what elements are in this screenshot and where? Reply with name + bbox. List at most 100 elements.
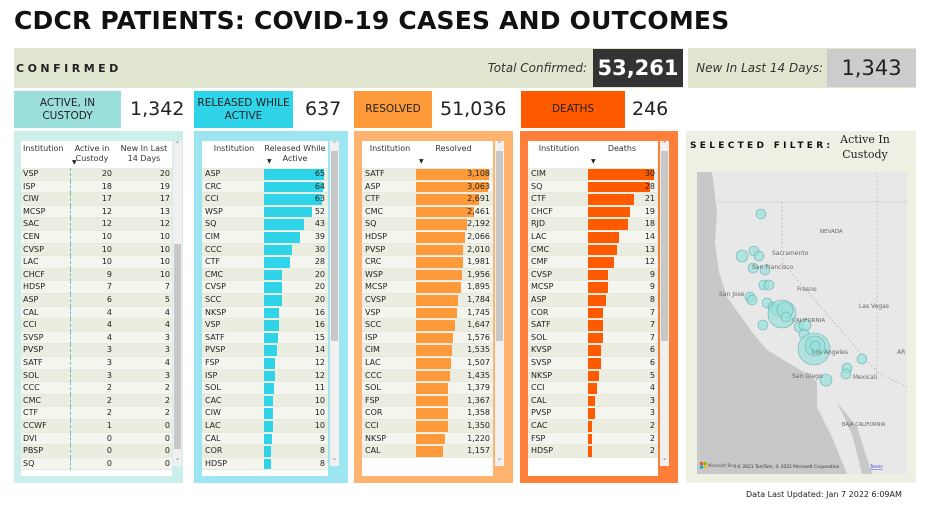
table-row[interactable]: ASP 3,063 (362, 180, 493, 194)
table-row[interactable]: WSP 52 (202, 205, 328, 219)
table-row[interactable]: CEN 10 10 (21, 231, 172, 244)
sort-desc-icon[interactable]: ▼ (72, 159, 77, 166)
table-row[interactable]: CIW 17 17 (21, 193, 172, 206)
table-row[interactable]: MCSP 12 13 (21, 205, 172, 219)
scroll-down-icon[interactable]: ˅ (175, 458, 180, 466)
col-institution[interactable]: Institution (369, 144, 411, 153)
table-row[interactable]: CRC 64 (202, 180, 328, 194)
col-deaths[interactable]: Deaths (607, 144, 637, 153)
institution-bubble[interactable] (763, 279, 775, 291)
institution-bubble[interactable] (856, 353, 868, 365)
table-row[interactable]: NKSP 5 (528, 369, 658, 383)
table-row[interactable]: CMF 12 (528, 256, 658, 269)
table-row[interactable]: CIW 10 (202, 407, 328, 420)
table-row[interactable]: SATF 15 (202, 331, 328, 345)
table-row[interactable]: LAC 10 10 (21, 256, 172, 269)
sort-desc-icon[interactable]: ▼ (591, 158, 596, 165)
table-row[interactable]: CTF 28 (202, 256, 328, 269)
kpi-active-label[interactable]: ACTIVE, IN CUSTODY (14, 91, 121, 128)
table-row[interactable]: ISP 1,576 (362, 331, 493, 345)
table-row[interactable]: FSP 1,367 (362, 394, 493, 408)
table-row[interactable]: ASP 6 5 (21, 294, 172, 307)
institution-bubble[interactable] (780, 311, 792, 323)
table-row[interactable]: CHCF 19 (528, 205, 658, 219)
table-row[interactable]: SCC 1,647 (362, 319, 493, 332)
table-row[interactable]: SQ 43 (202, 218, 328, 231)
table-row[interactable]: HDSP 7 7 (21, 281, 172, 294)
table-row[interactable]: CCI 1,350 (362, 420, 493, 433)
table-row[interactable]: NKSP 16 (202, 306, 328, 320)
table-row[interactable]: MCSP 1,895 (362, 281, 493, 294)
col-institution[interactable]: Institution (213, 144, 255, 153)
table-row[interactable]: LAC 1,507 (362, 357, 493, 370)
kpi-resolved-label[interactable]: RESOLVED (354, 91, 432, 128)
table-row[interactable]: MCSP 9 (528, 281, 658, 294)
table-row[interactable]: VSP 20 20 (21, 168, 172, 181)
table-row[interactable]: CTF 2 2 (21, 407, 172, 420)
scrollbar[interactable]: ˄ ˅ (660, 141, 669, 466)
scroll-thumb[interactable] (661, 151, 668, 341)
table-row[interactable]: CIM 1,535 (362, 344, 493, 357)
scroll-up-icon[interactable]: ˄ (332, 141, 337, 149)
institution-bubble[interactable] (746, 294, 758, 306)
table-row[interactable]: CHCF 9 10 (21, 268, 172, 282)
table-row[interactable]: LAC 14 (528, 231, 658, 244)
table-row[interactable]: CAL 4 4 (21, 306, 172, 320)
table-row[interactable]: KVSP 6 (528, 344, 658, 357)
scroll-down-icon[interactable]: ˅ (497, 458, 502, 466)
table-row[interactable]: SQ 0 0 (21, 457, 172, 471)
table-row[interactable]: PVSP 14 (202, 344, 328, 357)
table-row[interactable]: VSP 1,745 (362, 306, 493, 320)
col-institution[interactable]: Institution (538, 144, 580, 153)
table-row[interactable]: SOL 1,379 (362, 382, 493, 395)
table-row[interactable]: CTF 2,691 (362, 193, 493, 206)
scroll-thumb[interactable] (331, 151, 338, 341)
scroll-down-icon[interactable]: ˅ (332, 458, 337, 466)
table-row[interactable]: CAL 9 (202, 432, 328, 446)
institution-bubble[interactable] (819, 373, 833, 387)
table-row[interactable]: CAC 2 (528, 420, 658, 433)
table-row[interactable]: SQ 28 (528, 180, 658, 194)
table-row[interactable]: FSP 2 (528, 432, 658, 446)
scroll-thumb[interactable] (496, 151, 503, 341)
table-row[interactable]: SOL 3 3 (21, 369, 172, 383)
table-row[interactable]: PBSP 0 0 (21, 445, 172, 458)
released-table[interactable]: Institution Released While Active ▼ ASP 65 CR… (202, 141, 328, 476)
table-row[interactable]: CTF 21 (528, 193, 658, 206)
sort-desc-icon[interactable]: ▼ (419, 158, 424, 165)
table-row[interactable]: CMC 2 2 (21, 394, 172, 408)
institution-bubble[interactable] (840, 368, 852, 380)
table-row[interactable]: PVSP 2,010 (362, 243, 493, 257)
table-row[interactable]: PVSP 3 (528, 407, 658, 420)
table-row[interactable]: CIM 39 (202, 231, 328, 244)
table-row[interactable]: SATF 3 4 (21, 357, 172, 370)
scroll-up-icon[interactable]: ˄ (497, 141, 502, 149)
sort-desc-icon[interactable]: ▼ (267, 158, 272, 165)
table-row[interactable]: CVSP 20 (202, 281, 328, 294)
table-row[interactable]: SVSP 4 3 (21, 331, 172, 345)
col-resolved[interactable]: Resolved (435, 144, 472, 153)
col-active[interactable]: Active in Custody (74, 144, 110, 163)
table-row[interactable]: CCC 30 (202, 243, 328, 257)
table-row[interactable]: ASP 8 (528, 294, 658, 307)
active-table[interactable]: Institution Active in Custody New In Las… (21, 141, 172, 476)
table-row[interactable]: SCC 20 (202, 294, 328, 307)
table-row[interactable]: DVI 0 0 (21, 432, 172, 446)
scroll-up-icon[interactable]: ˄ (175, 141, 180, 149)
table-row[interactable]: CMC 2,461 (362, 205, 493, 219)
institution-bubble[interactable] (735, 249, 749, 263)
table-row[interactable]: CIM 30 (528, 168, 658, 181)
institution-bubble[interactable] (753, 250, 765, 262)
table-row[interactable]: COR 1,358 (362, 407, 493, 420)
scroll-up-icon[interactable]: ˄ (662, 141, 667, 149)
bubble-map[interactable]: NEVADA Sacramento San Francisco Fresno S… (697, 172, 907, 474)
table-row[interactable]: CAC 10 (202, 394, 328, 408)
table-row[interactable]: PVSP 3 3 (21, 344, 172, 357)
table-row[interactable]: CMC 13 (528, 243, 658, 257)
table-row[interactable]: CVSP 1,784 (362, 294, 493, 307)
terms-link[interactable]: Terms (869, 464, 883, 470)
col-new-14[interactable]: New In Last 14 Days (120, 144, 168, 163)
table-row[interactable]: SVSP 6 (528, 357, 658, 370)
scroll-down-icon[interactable]: ˅ (662, 458, 667, 466)
table-row[interactable]: COR 7 (528, 306, 658, 320)
